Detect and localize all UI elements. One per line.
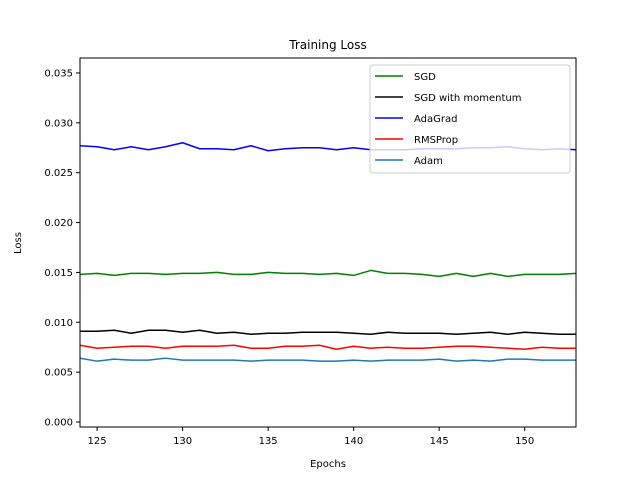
series-line-rmsprop [80,344,576,350]
x-axis-label: Epochs [310,459,346,470]
legend-label: RMSProp [414,135,458,146]
chart-title: Training Loss [288,38,366,52]
x-tick-label: 140 [344,436,363,447]
x-tick-label: 145 [430,436,449,447]
y-tick-label: 0.015 [44,268,73,279]
x-axis: 125 130 135 140 145 150 [88,427,534,447]
y-tick-label: 0.005 [44,368,73,379]
series-line-adam [80,357,576,362]
legend-box [369,64,571,174]
x-tick-label: 130 [173,436,192,447]
legend-label: Adam [414,156,443,167]
series-line-sgd [80,269,576,278]
y-axis: 0.000 0.005 0.010 0.015 0.020 0.025 0.030 0.035 [44,68,80,429]
legend-label: SGD with momentum [414,93,521,104]
legend: SGD SGD with momentum AdaGrad RMSProp Adam [369,64,571,174]
y-tick-label: 0.000 [44,418,73,429]
y-tick-label: 0.025 [44,168,73,179]
x-tick-label: 150 [515,436,534,447]
x-tick-label: 135 [259,436,278,447]
series-line-sgd-with-momentum [80,329,576,335]
legend-label: AdaGrad [414,114,457,125]
y-tick-label: 0.020 [44,218,73,229]
y-axis-label: Loss [13,232,24,254]
y-tick-label: 0.010 [44,318,73,329]
x-tick-label: 125 [88,436,107,447]
axes-frame [79,57,577,428]
legend-label: SGD [414,72,436,83]
y-tick-label: 0.035 [44,68,73,79]
y-tick-label: 0.030 [44,118,73,129]
